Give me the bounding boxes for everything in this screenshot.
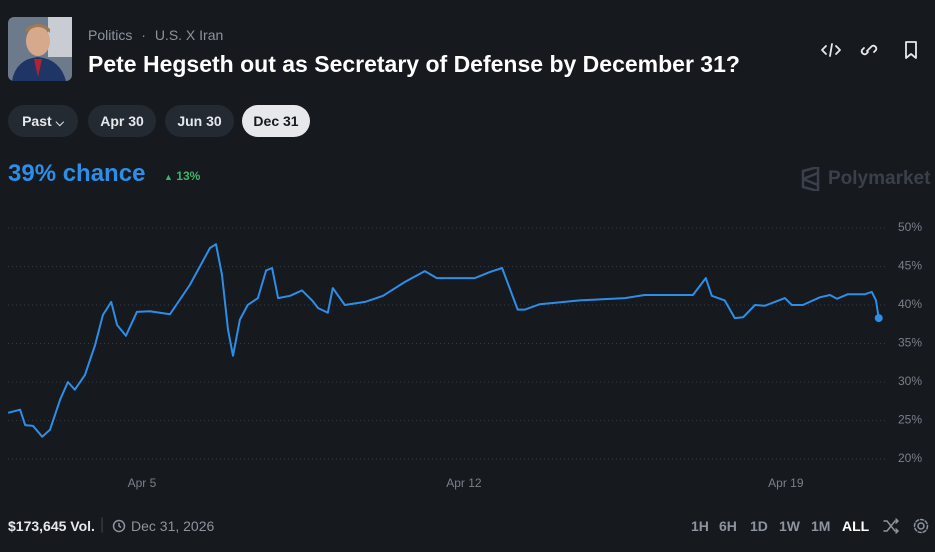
tab-past[interactable]: Past ⌵ bbox=[8, 105, 78, 137]
range[interactable]: 1W bbox=[779, 518, 800, 534]
tab[interactable]: Jun 30 bbox=[165, 105, 234, 137]
chance: 39% chance bbox=[8, 160, 146, 187]
x-tick-label: Apr 5 bbox=[128, 476, 157, 490]
change-value: 13% bbox=[176, 169, 201, 183]
market-title: Pete Hegseth out as Secretary of Defense… bbox=[88, 51, 740, 77]
end-date-text: Dec 31, 2026 bbox=[131, 518, 215, 534]
y-tick-label: 20% bbox=[898, 451, 922, 465]
header-icons[interactable] bbox=[820, 38, 924, 62]
chart-tools[interactable] bbox=[883, 517, 929, 535]
category[interactable]: Politics bbox=[88, 27, 133, 43]
y-tick-label: 30% bbox=[898, 374, 922, 388]
tag[interactable]: U.S. X Iran bbox=[154, 27, 224, 43]
y-tick-label: 40% bbox=[898, 297, 922, 311]
range[interactable]: 1D bbox=[750, 518, 768, 534]
avatar bbox=[8, 17, 72, 81]
range-selected[interactable]: ALL bbox=[842, 518, 870, 534]
range[interactable]: 1H bbox=[691, 518, 709, 534]
range[interactable]: 6H bbox=[719, 518, 737, 534]
y-tick-label: 45% bbox=[898, 259, 922, 273]
y-tick-label: 35% bbox=[898, 336, 922, 350]
range[interactable]: 1M bbox=[811, 518, 831, 534]
x-tick-label: Apr 12 bbox=[446, 476, 482, 490]
tab[interactable]: Apr 30 bbox=[88, 105, 156, 137]
divider: | bbox=[100, 516, 105, 533]
volume: $173,645 Vol. bbox=[8, 518, 95, 534]
last-point bbox=[874, 314, 883, 323]
clock-icon bbox=[112, 519, 126, 533]
y-tick-label: 50% bbox=[898, 220, 922, 234]
breadcrumb: Politics · U.S. X Iran bbox=[88, 27, 224, 43]
change: ▲ 13% bbox=[164, 169, 201, 183]
end-date: Dec 31, 2026 bbox=[112, 518, 214, 534]
x-tick-label: Apr 19 bbox=[768, 476, 804, 490]
brand-logo bbox=[801, 167, 820, 191]
price-line bbox=[7, 243, 880, 438]
brand-name: Polymarket bbox=[828, 168, 931, 189]
y-tick-label: 25% bbox=[898, 413, 922, 427]
tab-selected[interactable]: Dec 31 bbox=[242, 105, 310, 137]
brand: Polymarket bbox=[800, 167, 930, 191]
